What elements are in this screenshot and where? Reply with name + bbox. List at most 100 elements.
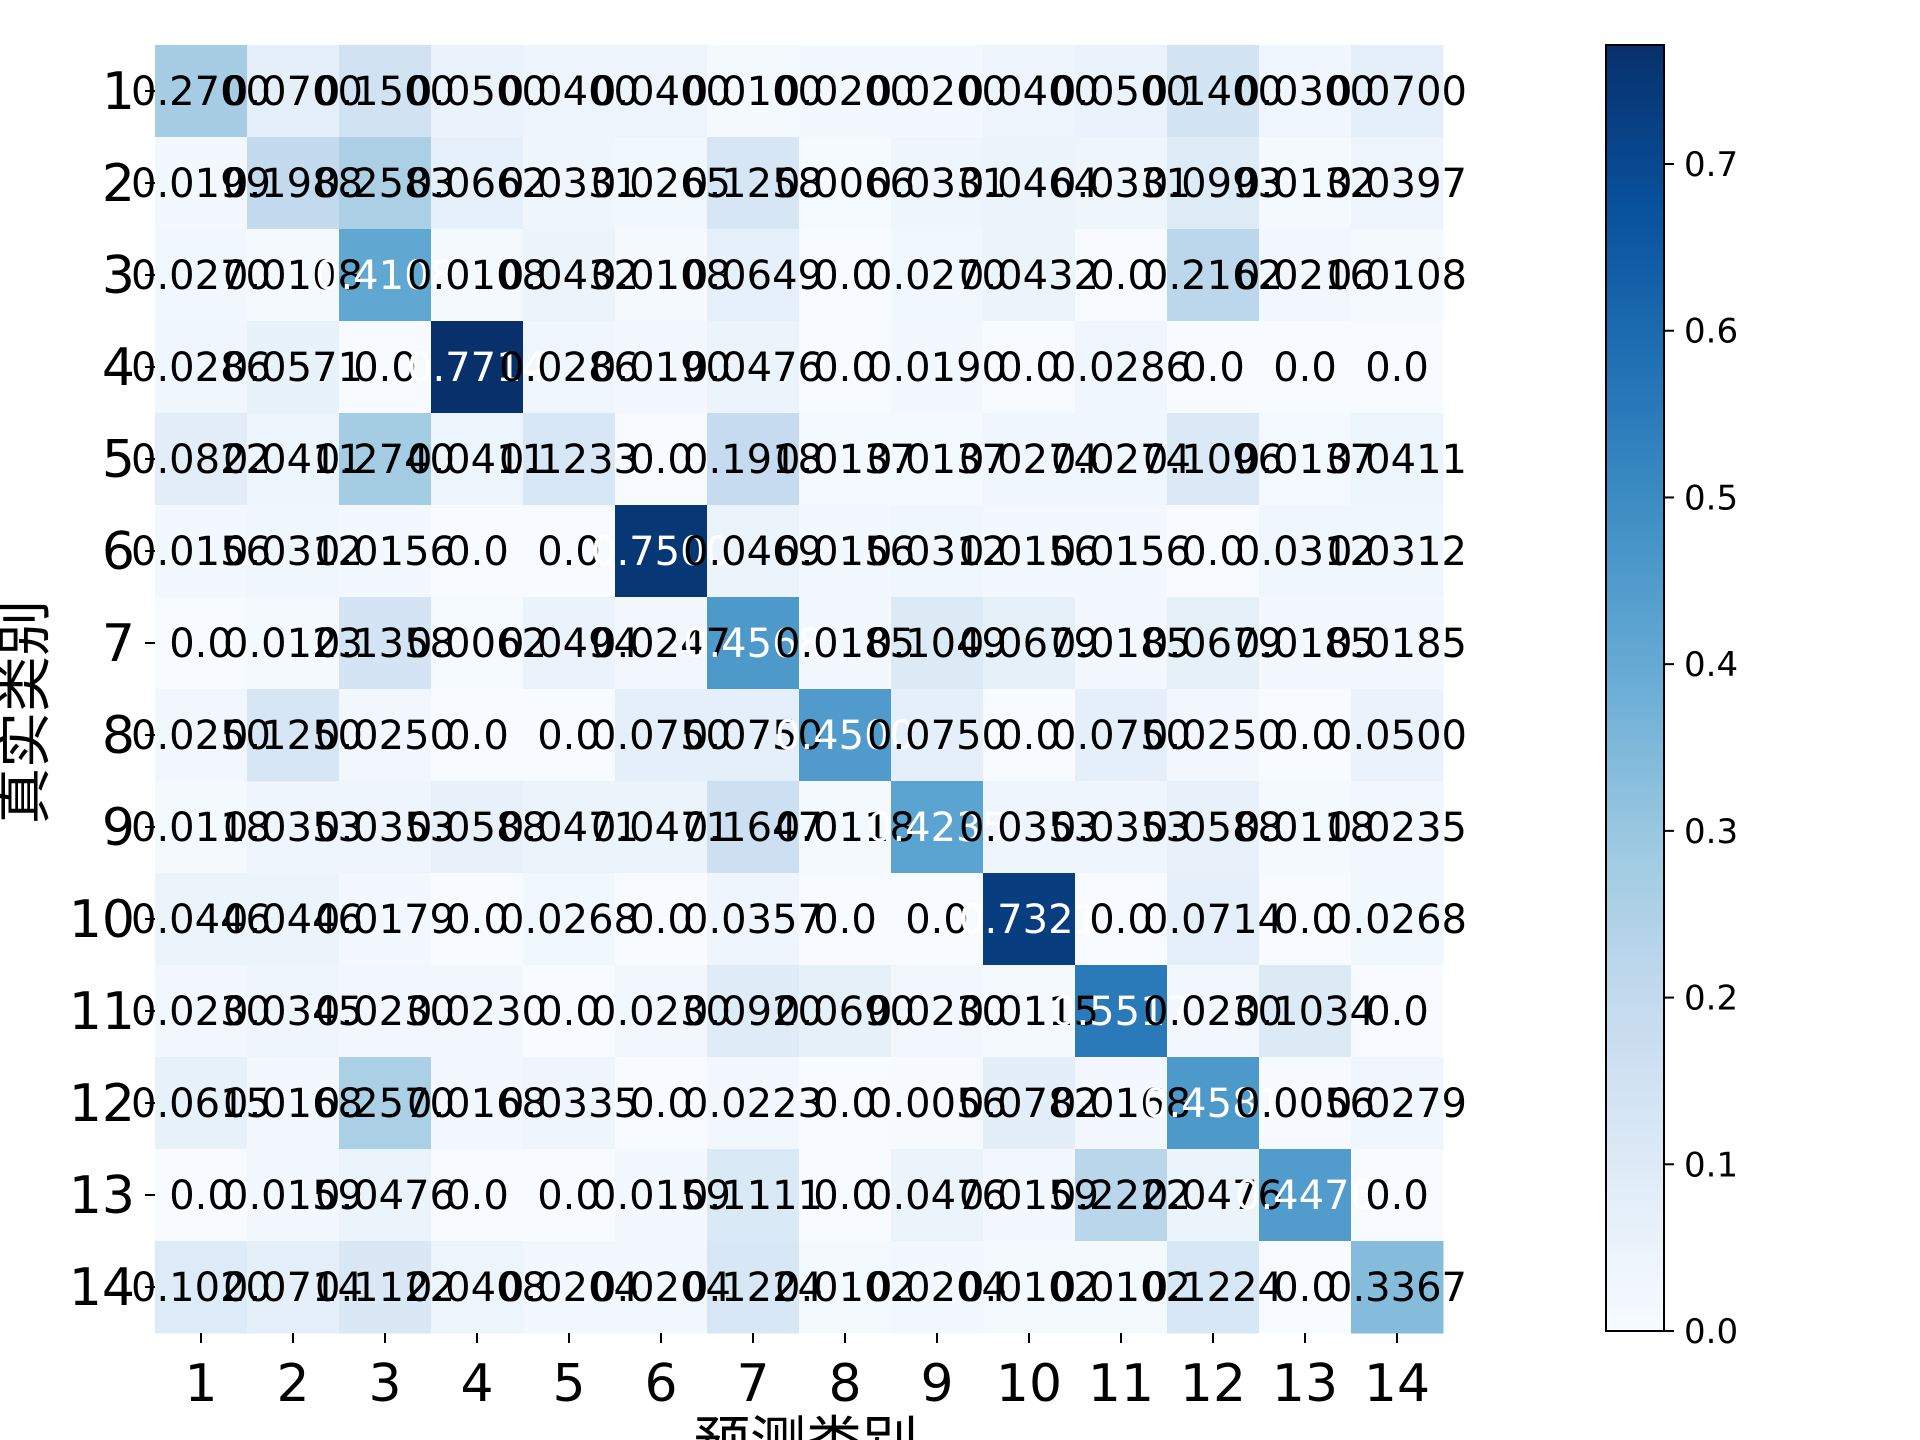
cell-value-label: 0.0223 <box>683 1081 823 1127</box>
cell-value-label: 0.1258 <box>683 161 823 207</box>
heatmap-cell <box>155 1149 248 1242</box>
cell-value-label: 0.2222 <box>1051 1173 1191 1219</box>
cell-value-label: 0.0204 <box>499 1265 639 1311</box>
cell-value-label: 0.0268 <box>1327 897 1467 943</box>
heatmap-cell <box>1075 1149 1168 1242</box>
cell-value-label: 0.0400 <box>591 69 731 115</box>
heatmap-cell <box>891 781 984 874</box>
cell-value-label: 0.0432 <box>959 253 1099 299</box>
heatmap-cell <box>707 321 800 414</box>
colorbar-tick-label: 0.0 <box>1684 1312 1738 1352</box>
cell-value-label: 0.0411 <box>223 437 363 483</box>
heatmap-cell <box>1259 1057 1352 1150</box>
heatmap-cell <box>339 45 432 138</box>
heatmap-cell <box>799 597 892 690</box>
heatmap-cell <box>523 1149 616 1242</box>
x-axis-label: 预测类别 <box>694 1411 918 1440</box>
heatmap-cell <box>1259 413 1352 506</box>
cell-value-label: 0.0446 <box>223 897 363 943</box>
heatmap-cell <box>1167 45 1260 138</box>
y-tick-marks <box>145 90 155 1288</box>
heatmap-cell <box>523 321 616 414</box>
cell-value-label: 0.0118 <box>775 805 915 851</box>
cell-value-label: 0.0476 <box>315 1173 455 1219</box>
heatmap-cell <box>799 1241 892 1334</box>
heatmap-cell <box>247 781 340 874</box>
cell-value-label: 0.1250 <box>223 713 363 759</box>
cell-value-label: 0.2740 <box>315 437 455 483</box>
cell-value-label: 0.7500 <box>591 529 731 575</box>
heatmap-cell <box>799 965 892 1058</box>
cell-value-label: 0.0230 <box>867 989 1007 1035</box>
heatmap-cell <box>339 413 432 506</box>
cell-value-label: 0.0714 <box>1143 897 1283 943</box>
cell-value-label: 0.0 <box>537 713 601 759</box>
cell-value-label: 0.4476 <box>1235 1173 1375 1219</box>
cell-value-label: 0.0500 <box>1051 69 1191 115</box>
cell-value-label: 0.0 <box>1273 713 1337 759</box>
heatmap-cell <box>339 505 432 598</box>
heatmap-cell <box>1351 873 1444 966</box>
cell-value-label: 0.0471 <box>591 805 731 851</box>
heatmap-cell <box>615 873 708 966</box>
cell-value-label: 0.0649 <box>683 253 823 299</box>
heatmap-cell <box>983 689 1076 782</box>
cell-value-label: 0.0476 <box>867 1173 1007 1219</box>
heatmap-cell <box>799 45 892 138</box>
cell-value-label: 0.0230 <box>407 989 547 1035</box>
colorbar-tick-label: 0.7 <box>1684 145 1738 185</box>
cell-value-label: 0.0494 <box>499 621 639 667</box>
y-tick-label: 2 <box>102 154 135 214</box>
cell-value-label: 0.0312 <box>1235 529 1375 575</box>
heatmap-cell <box>523 965 616 1058</box>
colorbar-tick-label: 0.2 <box>1684 979 1738 1019</box>
cell-value-label: 0.0056 <box>1235 1081 1375 1127</box>
heatmap-cell <box>707 1241 800 1334</box>
heatmap-cell <box>1167 137 1260 230</box>
heatmap-cell <box>339 873 432 966</box>
cell-value-label: 0.1358 <box>315 621 455 667</box>
cell-value-label: 0.0 <box>905 897 969 943</box>
cell-value-label: 0.0204 <box>867 1265 1007 1311</box>
heatmap-cell <box>983 873 1076 966</box>
heatmap-cell <box>707 597 800 690</box>
heatmap-cell <box>799 1149 892 1242</box>
y-tick-label: 9 <box>102 798 135 858</box>
heatmap-cell <box>1351 1057 1444 1150</box>
cell-value-label: 0.0190 <box>591 345 731 391</box>
heatmap-cell <box>1351 1149 1444 1242</box>
cell-value-label: 0.0108 <box>407 253 547 299</box>
heatmap-cell <box>983 1057 1076 1150</box>
heatmap-cell <box>339 137 432 230</box>
cell-value-label: 0.3367 <box>1327 1265 1467 1311</box>
y-tick-label: 13 <box>69 1166 135 1226</box>
heatmap-cell <box>1167 1057 1260 1150</box>
heatmap-cell <box>983 597 1076 690</box>
heatmap-cell <box>523 1241 616 1334</box>
heatmap-cell <box>339 597 432 690</box>
heatmap-cell <box>1351 965 1444 1058</box>
heatmap-cell <box>339 321 432 414</box>
heatmap-cell <box>1259 781 1352 874</box>
cell-value-label: 0.0690 <box>775 989 915 1035</box>
heatmap-cell <box>799 321 892 414</box>
cell-value-label: 0.0750 <box>591 713 731 759</box>
x-tick-label: 12 <box>1180 1354 1246 1414</box>
heatmap-cell <box>799 873 892 966</box>
heatmap-cell <box>615 965 708 1058</box>
cell-value-label: 0.0400 <box>499 69 639 115</box>
heatmap-cell-labels: 0.27000.07000.15000.05000.04000.04000.01… <box>131 69 1467 1311</box>
heatmap-cell <box>707 229 800 322</box>
heatmap-cell <box>707 137 800 230</box>
heatmap-cell <box>799 505 892 598</box>
cell-value-label: 0.0159 <box>959 1173 1099 1219</box>
cell-value-label: 0.0679 <box>1143 621 1283 667</box>
cell-value-label: 0.0920 <box>683 989 823 1035</box>
cell-value-label: 0.0 <box>537 989 601 1035</box>
heatmap-cell <box>615 45 708 138</box>
cell-value-label: 0.0750 <box>867 713 1007 759</box>
cell-value-label: 0.0247 <box>591 621 731 667</box>
cell-value-label: 0.0286 <box>499 345 639 391</box>
cell-value-label: 0.0168 <box>223 1081 363 1127</box>
